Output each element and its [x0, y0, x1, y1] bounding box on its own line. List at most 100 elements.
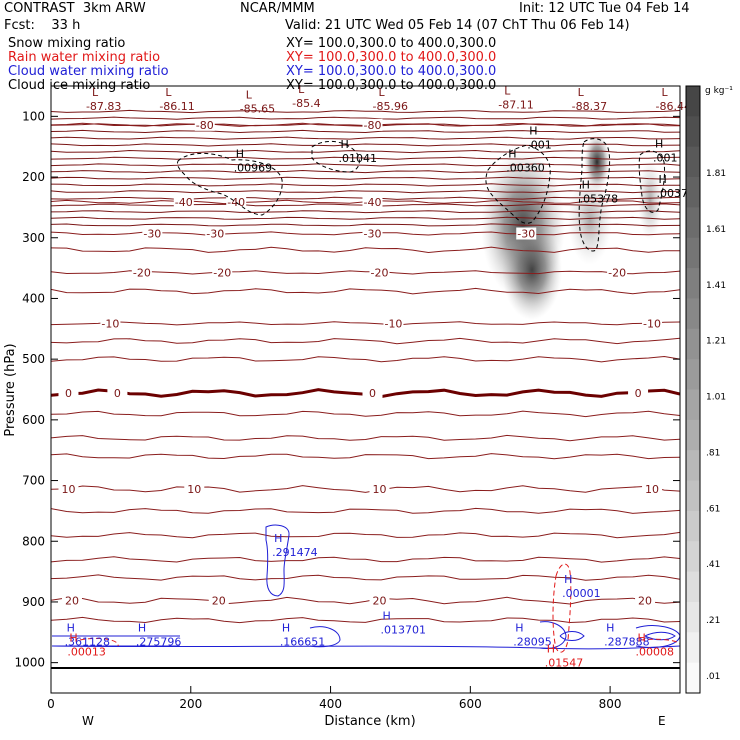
y-tick-label: 700	[22, 474, 45, 488]
minimum-marker: L	[504, 84, 511, 97]
isotherm-label-bg	[628, 387, 649, 400]
isotherm-label-bg	[61, 594, 82, 607]
isotherm-upper	[51, 136, 680, 140]
minimum-value: -86.44	[656, 100, 691, 113]
isotherm-label: -30	[517, 228, 535, 241]
isotherm	[51, 270, 680, 275]
colorbar-label: 1.81	[706, 169, 726, 179]
rain-water-contours	[79, 563, 680, 653]
y-tick-label: 300	[22, 231, 45, 245]
colorbar-swatch	[686, 480, 700, 512]
colorbar-frame	[685, 85, 701, 694]
cloud-ice-contour-core	[485, 144, 551, 224]
maximum-marker: H	[547, 643, 555, 656]
isotherm-label-bg	[383, 317, 404, 330]
isotherm-label-bg	[131, 266, 152, 279]
y-axis-label: Pressure (hPa)	[3, 343, 18, 436]
isotherm-upper	[51, 149, 680, 154]
maximum-marker: H	[606, 621, 614, 634]
isotherm-label: -40	[364, 196, 382, 209]
cloud-water-contour-800	[265, 524, 290, 597]
minimum-marker: L	[378, 86, 385, 99]
colorbar-swatch	[686, 571, 700, 603]
isotherm-upper	[51, 189, 680, 194]
isotherm-upper	[51, 216, 680, 220]
colorbar-swatch	[686, 510, 700, 542]
isotherm-upper	[51, 176, 680, 180]
isotherm	[51, 596, 680, 605]
colorbar-label: .41	[706, 560, 720, 570]
isotherm-upper	[51, 143, 680, 147]
header-valid: Valid: 21 UTC Wed 05 Feb 14 (07 ChT Thu …	[285, 18, 630, 33]
isotherm-label: -20	[133, 266, 151, 279]
field-name-snow: Snow mixing ratio	[8, 36, 126, 51]
maximum-marker: H	[274, 532, 282, 545]
minimum-value: -87.83	[86, 100, 121, 113]
maximum-value: .291474	[272, 546, 318, 559]
field-xy-snow: XY= 100.0,300.0 to 400.0,300.0	[286, 36, 497, 51]
minimum-value: -87.11	[498, 98, 533, 111]
isotherm-intermediate	[51, 531, 680, 539]
colorbar-swatch	[686, 237, 700, 269]
isotherm-label-bg	[635, 594, 656, 607]
maximum-marker: H	[69, 632, 77, 645]
maximum-value: .28095	[513, 635, 552, 648]
maximum-value: .275796	[136, 635, 182, 648]
isotherm-label-bg	[642, 317, 663, 330]
colorbar-swatch	[686, 419, 700, 451]
colorbar-label: 1.01	[706, 393, 726, 403]
x-tick-label: 0	[47, 697, 55, 711]
maximum-value: .00001	[562, 587, 601, 600]
isotherm-upper	[51, 109, 680, 114]
maximum-marker: H	[508, 147, 516, 160]
header-center: NCAR/MMM	[240, 1, 315, 16]
colorbar-swatch	[686, 359, 700, 390]
field-name-rain: Rain water mixing ratio	[8, 50, 161, 65]
isotherm-label: -40	[175, 196, 193, 209]
maximum-value: .00360	[506, 161, 545, 174]
colorbar-swatch	[686, 86, 700, 117]
isotherm-label: 10	[61, 483, 75, 496]
maximum-value: .01547	[545, 657, 584, 670]
x-tick-label: 200	[179, 697, 202, 711]
cloud-water-contours	[51, 524, 680, 650]
colorbar-swatch	[686, 177, 700, 208]
isotherm-label: -20	[370, 266, 388, 279]
y-tick-label: 1000	[14, 656, 45, 670]
axes: 0 200 400 600 800100200300400500600700800900…	[14, 109, 680, 711]
isotherm-intermediate	[51, 616, 680, 624]
maximum-marker: H	[564, 573, 572, 586]
isotherm	[51, 321, 680, 326]
colorbar-label: .21	[706, 616, 720, 626]
isotherm-intermediate	[51, 410, 680, 418]
colorbar-swatch	[686, 207, 700, 239]
cloud-ice-contour-east	[638, 150, 665, 213]
field-name-cloud-water: Cloud water mixing ratio	[8, 64, 169, 79]
isotherm-upper	[51, 183, 680, 187]
maximum-value: .013701	[380, 623, 426, 636]
colorbar-label: 1.61	[706, 225, 726, 235]
isotherm-upper	[51, 163, 680, 167]
x-axis-label: Distance (km)	[324, 714, 415, 729]
minimum-marker: L	[92, 86, 99, 99]
isotherm-intermediate	[51, 287, 680, 295]
maximum-value: .287888	[604, 635, 650, 648]
isotherm-label-bg	[58, 387, 79, 400]
colorbar-swatch	[686, 389, 700, 421]
colorbar-swatch	[686, 146, 700, 178]
colorbar-label: .81	[706, 448, 720, 458]
colorbar-label: 1.21	[706, 337, 726, 347]
colorbar-label: 1.41	[706, 281, 726, 291]
maximum-value: .01041	[339, 152, 378, 165]
isotherm-label-bg	[58, 483, 79, 496]
colorbar-swatch	[686, 632, 700, 664]
isotherm-label-bg	[369, 594, 390, 607]
header-model: CONTRAST 3km ARW	[4, 1, 146, 16]
isotherm-label: 0	[65, 387, 72, 400]
maximum-marker: H	[341, 138, 349, 151]
maximum-value: .05378	[580, 192, 619, 205]
maximum-marker: H	[382, 609, 390, 622]
maximum-marker: H	[515, 621, 523, 634]
colorbar-swatch	[686, 328, 700, 360]
